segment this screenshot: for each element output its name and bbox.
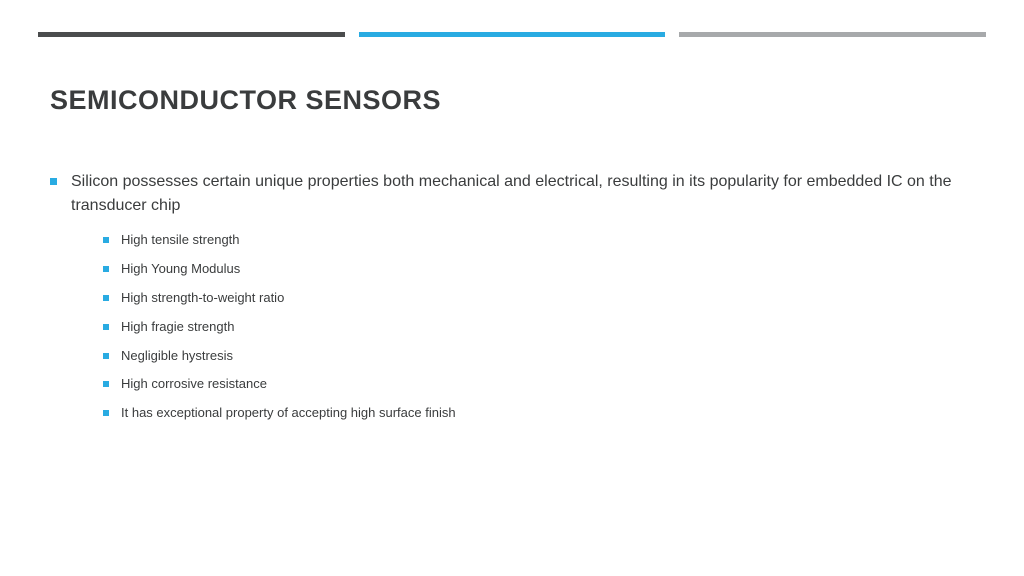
bullet-icon	[103, 324, 109, 330]
slide-content: SEMICONDUCTOR SENSORS Silicon possesses …	[0, 37, 1024, 434]
sub-item-text: High strength-to-weight ratio	[121, 290, 284, 307]
sub-item-text: High tensile strength	[121, 232, 240, 249]
top-bar-3	[679, 32, 986, 37]
bullet-icon	[50, 178, 57, 185]
sub-item-text: High Young Modulus	[121, 261, 240, 278]
bullet-icon	[103, 295, 109, 301]
sub-list-item: High Young Modulus	[103, 261, 974, 278]
bullet-icon	[103, 410, 109, 416]
bullet-icon	[103, 237, 109, 243]
main-list: Silicon possesses certain unique propert…	[50, 170, 974, 434]
sub-list: High tensile strength High Young Modulus…	[103, 232, 974, 422]
sub-list-item: High strength-to-weight ratio	[103, 290, 974, 307]
sub-list-item: High tensile strength	[103, 232, 974, 249]
main-item-body: Silicon possesses certain unique propert…	[71, 170, 974, 434]
sub-list-item: High corrosive resistance	[103, 376, 974, 393]
sub-item-text: High fragie strength	[121, 319, 234, 336]
sub-item-text: It has exceptional property of accepting…	[121, 405, 456, 422]
sub-list-item: High fragie strength	[103, 319, 974, 336]
bullet-icon	[103, 381, 109, 387]
sub-item-text: High corrosive resistance	[121, 376, 267, 393]
top-bar-1	[38, 32, 345, 37]
bullet-icon	[103, 266, 109, 272]
top-bar-2	[359, 32, 666, 37]
sub-list-item: Negligible hystresis	[103, 348, 974, 365]
bullet-icon	[103, 353, 109, 359]
sub-list-item: It has exceptional property of accepting…	[103, 405, 974, 422]
main-list-item: Silicon possesses certain unique propert…	[50, 170, 974, 434]
top-bar-container	[0, 0, 1024, 37]
main-item-text: Silicon possesses certain unique propert…	[71, 170, 974, 218]
sub-item-text: Negligible hystresis	[121, 348, 233, 365]
slide-title: SEMICONDUCTOR SENSORS	[50, 85, 974, 116]
